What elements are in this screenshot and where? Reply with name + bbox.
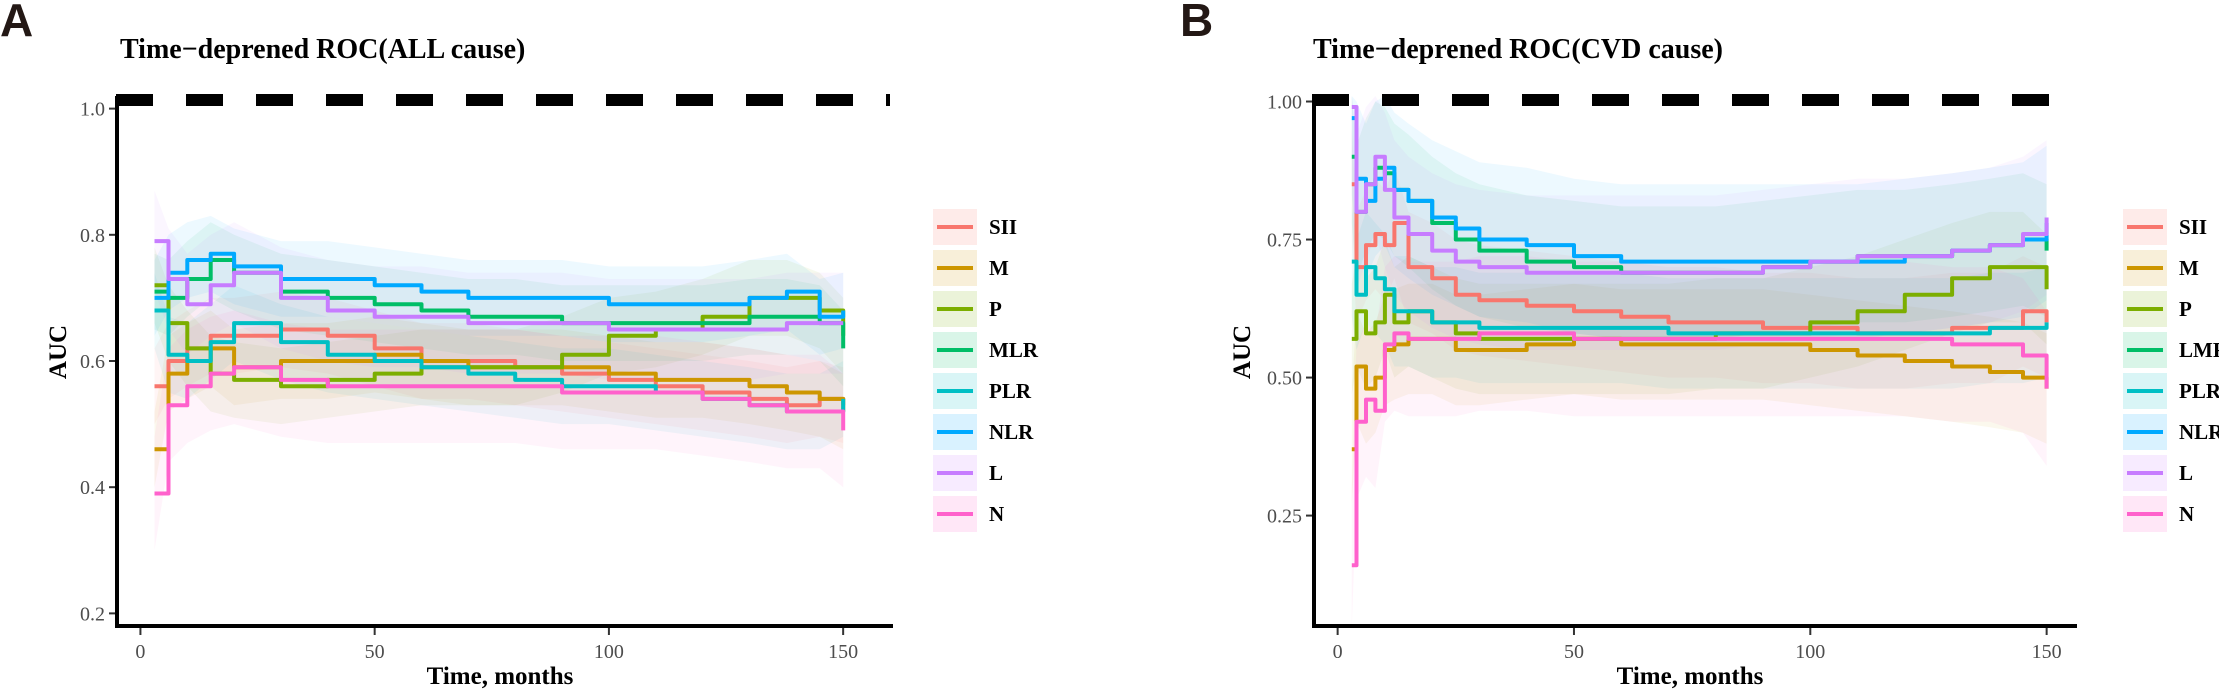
series-line-sii (154, 327, 846, 408)
series-line-l (154, 239, 844, 332)
y-tick-label: 0.8 (80, 225, 105, 247)
band-l (1351, 96, 2047, 350)
legend-label: N (989, 502, 1004, 526)
y-tick-label: 0.6 (80, 351, 105, 373)
series-line-nlr (154, 251, 846, 319)
series-line-plr (1351, 259, 2049, 336)
legend-label: SII (2179, 215, 2207, 239)
legend-label: NLR (2179, 420, 2219, 444)
band-n (154, 310, 844, 551)
legend-label: M (2179, 256, 2199, 280)
chart-title: Time−deprened ROC(ALL cause) (120, 34, 525, 65)
series-line-n (154, 365, 846, 496)
x-tick-label: 150 (828, 641, 858, 663)
legend-label: SII (989, 215, 1017, 239)
band-mlr (154, 222, 844, 387)
legend-label: L (2179, 461, 2193, 485)
y-axis-label: AUC (45, 325, 72, 379)
y-tick-label: 1.00 (1267, 92, 1302, 114)
series-lines (1351, 105, 2049, 568)
x-tick-label: 150 (2032, 641, 2062, 663)
legend-label: P (989, 297, 1002, 321)
panel-label: B (1180, 0, 1213, 46)
y-tick-label: 0.4 (80, 477, 105, 499)
series-line-l (1351, 105, 2049, 275)
series-line-p (1351, 265, 2049, 341)
band-sii (1351, 129, 2047, 389)
legend-label: PLR (989, 379, 1032, 403)
x-tick-label: 100 (1795, 641, 1825, 663)
x-tick-label: 0 (135, 641, 145, 663)
y-axis-label: AUC (1229, 325, 1256, 379)
x-tick-label: 50 (1564, 641, 1584, 663)
chart-title: Time−deprened ROC(CVD cause) (1313, 34, 1723, 65)
legend-label: N (2179, 502, 2194, 526)
legend-label: P (2179, 297, 2192, 321)
y-tick-label: 0.25 (1267, 506, 1302, 528)
x-tick-label: 50 (365, 641, 385, 663)
chart-panel-cvd-cause: B Time−deprened ROC(CVD cause) 0.250.500… (1180, 0, 2219, 690)
x-axis-label: Time, months (427, 663, 574, 690)
y-axis-ticks: 0.2 0.4 0.6 0.8 1.0 (80, 99, 115, 625)
band-nlr (154, 215, 844, 355)
legend-label: PLR (2179, 379, 2219, 403)
panel-label: A (0, 0, 33, 46)
x-tick-label: 0 (1333, 641, 1343, 663)
legend-label: NLR (989, 420, 1034, 444)
y-axis-ticks: 0.25 0.50 0.75 1.00 (1267, 92, 1312, 528)
confidence-bands (154, 190, 844, 551)
y-tick-label: 0.50 (1267, 368, 1302, 390)
band-lmr (1351, 96, 2047, 339)
legend-label: LMR (2179, 338, 2219, 362)
band-n (1351, 256, 2047, 626)
series-line-m (1351, 336, 2049, 452)
series-line-n (1351, 331, 2049, 568)
x-axis-ticks: 0 50 100 150 (135, 628, 858, 663)
legend-label: MLR (989, 338, 1039, 362)
series-line-mlr (154, 258, 846, 349)
x-axis-ticks: 0 50 100 150 (1333, 628, 2062, 663)
legend: SII MP LMR PLR NLR LN (2123, 209, 2219, 532)
series-lines (154, 239, 846, 496)
legend-label: L (989, 461, 1003, 485)
y-tick-label: 0.2 (80, 603, 105, 625)
y-tick-label: 0.75 (1267, 230, 1302, 252)
x-axis-label: Time, months (1617, 663, 1764, 690)
chart-panel-all-cause: A Time−deprened ROC(ALL cause) 0.2 0.4 0.6… (0, 0, 1039, 690)
legend-label: M (989, 256, 1009, 280)
legend: SII MP MLR PLR NLR LN (933, 209, 1039, 532)
band-nlr (1351, 96, 2047, 339)
y-tick-label: 1.0 (80, 99, 105, 121)
x-tick-label: 100 (594, 641, 624, 663)
